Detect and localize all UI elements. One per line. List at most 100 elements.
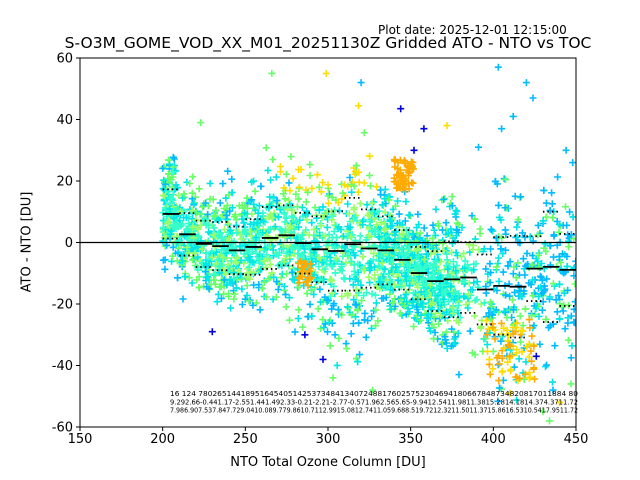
- scatter-point: [366, 152, 374, 160]
- scatter-point: [503, 326, 511, 334]
- outlier-point: [410, 146, 418, 154]
- scatter-point: [420, 224, 428, 232]
- scatter-point: [280, 258, 288, 266]
- scatter-point: [396, 219, 404, 227]
- scatter-point: [185, 223, 193, 230]
- scatter-point: [188, 223, 196, 231]
- scatter-point: [295, 279, 303, 287]
- scatter-point: [506, 342, 514, 350]
- scatter-point: [505, 341, 513, 349]
- scatter-point: [512, 274, 520, 282]
- scatter-point: [219, 253, 227, 261]
- scatter-point: [482, 335, 490, 342]
- outlier-point: [522, 79, 530, 87]
- scatter-point: [264, 166, 272, 174]
- scatter-point: [448, 268, 456, 276]
- scatter-point: [306, 300, 314, 308]
- scatter-point: [199, 203, 206, 211]
- x-tick-label: 350: [398, 432, 423, 447]
- scatter-point: [188, 189, 196, 197]
- scatter-point: [165, 187, 173, 195]
- scatter-point: [443, 250, 451, 258]
- scatter-point: [246, 220, 254, 228]
- scatter-point: [289, 214, 297, 222]
- scatter-point: [260, 278, 268, 286]
- scatter-point: [292, 190, 300, 198]
- scatter-point: [367, 182, 374, 190]
- bin-stat-row: 9.292.66-0.441.17-2.551.441.492.33-0.21-…: [170, 398, 578, 406]
- scatter-point: [527, 347, 535, 355]
- scatter-point: [323, 249, 331, 257]
- scatter-point: [470, 279, 478, 287]
- scatter-point: [269, 156, 277, 163]
- scatter-point: [432, 309, 439, 317]
- scatter-point: [282, 214, 290, 222]
- scatter-point: [415, 273, 423, 281]
- scatter-point: [249, 258, 257, 266]
- scatter-point: [384, 282, 392, 290]
- scatter-point: [361, 309, 369, 317]
- scatter-point: [429, 264, 437, 272]
- scatter-point: [430, 313, 438, 321]
- scatter-point: [380, 294, 388, 302]
- scatter-point: [350, 296, 358, 304]
- scatter-point: [295, 245, 303, 253]
- scatter-point: [386, 216, 394, 224]
- scatter-point: [395, 210, 403, 218]
- scatter-point: [285, 225, 293, 233]
- scatter-point: [273, 197, 281, 204]
- outlier-point: [268, 69, 276, 77]
- scatter-point: [336, 309, 344, 317]
- scatter-point: [388, 222, 396, 229]
- scatter-point: [357, 281, 365, 289]
- scatter-point: [301, 245, 309, 253]
- scatter-point: [563, 253, 571, 260]
- scatter-point: [335, 223, 343, 231]
- scatter-point: [546, 242, 554, 250]
- scatter-point: [571, 319, 576, 327]
- scatter-point: [324, 181, 332, 189]
- scatter-point: [183, 244, 191, 251]
- scatter-point: [436, 297, 444, 305]
- scatter-point: [169, 153, 177, 161]
- scatter-point: [323, 223, 331, 231]
- scatter-point: [449, 303, 457, 311]
- scatter-point: [563, 221, 571, 229]
- scatter-point: [303, 207, 311, 215]
- scatter-point: [159, 164, 167, 172]
- scatter-point: [242, 230, 250, 238]
- scatter-point: [381, 185, 389, 193]
- scatter-point: [540, 186, 548, 194]
- scatter-point: [435, 320, 443, 328]
- scatter-point: [509, 270, 517, 278]
- outlier-point: [357, 79, 365, 87]
- scatter-point: [385, 196, 393, 204]
- scatter-point: [274, 251, 282, 259]
- scatter-point: [302, 211, 309, 219]
- y-tick-label: -60: [52, 421, 73, 436]
- scatter-point: [377, 252, 384, 260]
- scatter-point: [497, 337, 505, 345]
- scatter-point: [569, 213, 576, 221]
- scatter-point: [506, 292, 514, 300]
- scatter-point: [360, 179, 368, 187]
- scatter-point: [270, 273, 278, 281]
- scatter-point: [277, 274, 285, 281]
- scatter-point: [317, 325, 325, 333]
- scatter-point: [241, 295, 249, 303]
- scatter-point: [454, 329, 462, 337]
- scatter-point: [399, 183, 407, 191]
- scatter-point: [204, 210, 212, 218]
- scatter-point: [387, 222, 395, 230]
- scatter-point: [319, 203, 327, 211]
- scatter-point: [513, 346, 521, 354]
- scatter-point: [260, 257, 268, 265]
- scatter-point: [495, 201, 503, 209]
- scatter-point: [270, 224, 278, 232]
- scatter-point: [274, 286, 282, 293]
- scatter-point: [564, 319, 572, 327]
- scatter-point: [555, 253, 563, 260]
- scatter-point: [564, 336, 572, 344]
- scatter-point: [527, 281, 535, 288]
